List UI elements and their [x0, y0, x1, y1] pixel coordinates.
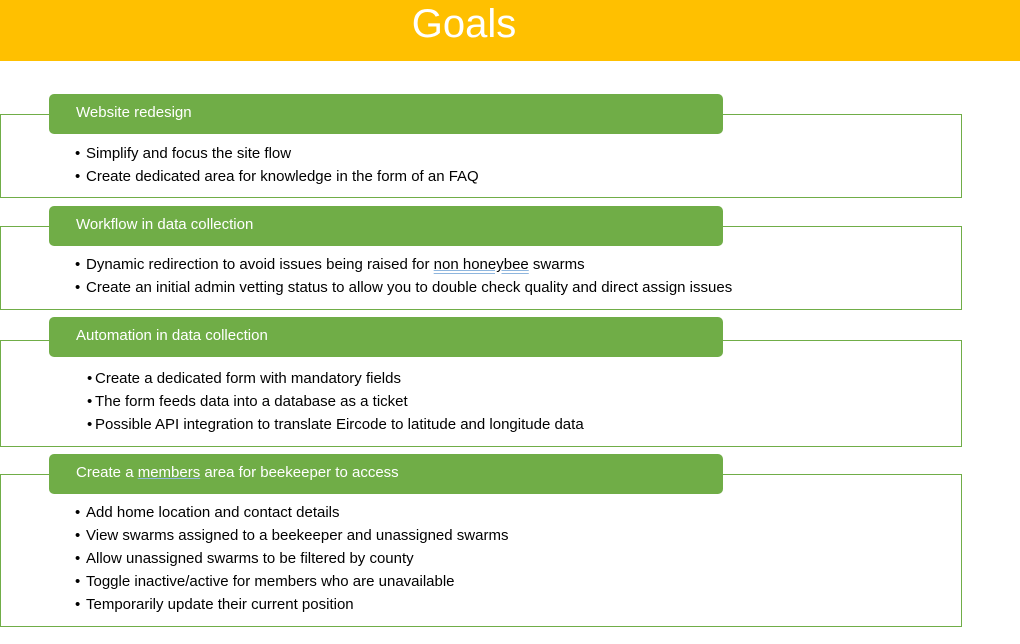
section-list-members-area: • Add home location and contact details •… [75, 501, 508, 616]
section-heading-website-redesign: Website redesign [49, 94, 723, 134]
section-box-members-area [0, 474, 962, 627]
section-heading-workflow: Workflow in data collection [49, 206, 723, 246]
section-heading-label: Website redesign [76, 104, 192, 121]
section-list-website-redesign: • Simplify and focus the site flow • Creat… [75, 142, 479, 188]
spellcheck-marked-text: members [137, 464, 201, 481]
section-heading-members-area: Create a members area for beekeeper to a… [49, 454, 723, 494]
bullet: • [87, 370, 93, 387]
section-list-workflow: • Dynamic redirection to avoid issues bei… [75, 253, 732, 299]
list-item: • Dynamic redirection to avoid issues bei… [75, 253, 732, 276]
list-item: • Create a dedicated form with mandatory … [87, 367, 584, 390]
bullet: • [75, 550, 81, 567]
page-title: Goals [411, 2, 517, 46]
list-item: • Possible API integration to translate E… [87, 413, 584, 436]
bullet: • [75, 168, 81, 185]
list-item: • Allow unassigned swarms to be filtered … [75, 547, 508, 570]
bullet: • [87, 393, 93, 410]
section-heading-automation: Automation in data collection [49, 317, 723, 357]
title-bar: Goals [0, 0, 1020, 61]
list-item: • Toggle inactive/active for members who … [75, 570, 508, 593]
bullet: • [75, 145, 81, 162]
list-item: • Create dedicated area for knowledge in … [75, 165, 479, 188]
bullet: • [75, 527, 81, 544]
section-heading-label: Automation in data collection [76, 327, 268, 344]
bullet: • [75, 504, 81, 521]
bullet: • [75, 573, 81, 590]
bullet: • [75, 279, 81, 296]
list-item: • Create an initial admin vetting status … [75, 276, 732, 299]
list-item: • Simplify and focus the site flow [75, 142, 479, 165]
bullet: • [75, 256, 81, 273]
list-item: • Add home location and contact details [75, 501, 508, 524]
section-heading-label: Workflow in data collection [76, 216, 254, 233]
spellcheck-marked-text: non honeybee [433, 256, 529, 273]
bullet: • [75, 596, 81, 613]
section-list-automation: • Create a dedicated form with mandatory … [87, 367, 584, 436]
section-box-automation [0, 340, 962, 447]
list-item: • View swarms assigned to a beekeeper and… [75, 524, 508, 547]
list-item: • Temporarily update their current positi… [75, 593, 508, 616]
list-item: • The form feeds data into a database as … [87, 390, 584, 413]
bullet: • [87, 416, 93, 433]
